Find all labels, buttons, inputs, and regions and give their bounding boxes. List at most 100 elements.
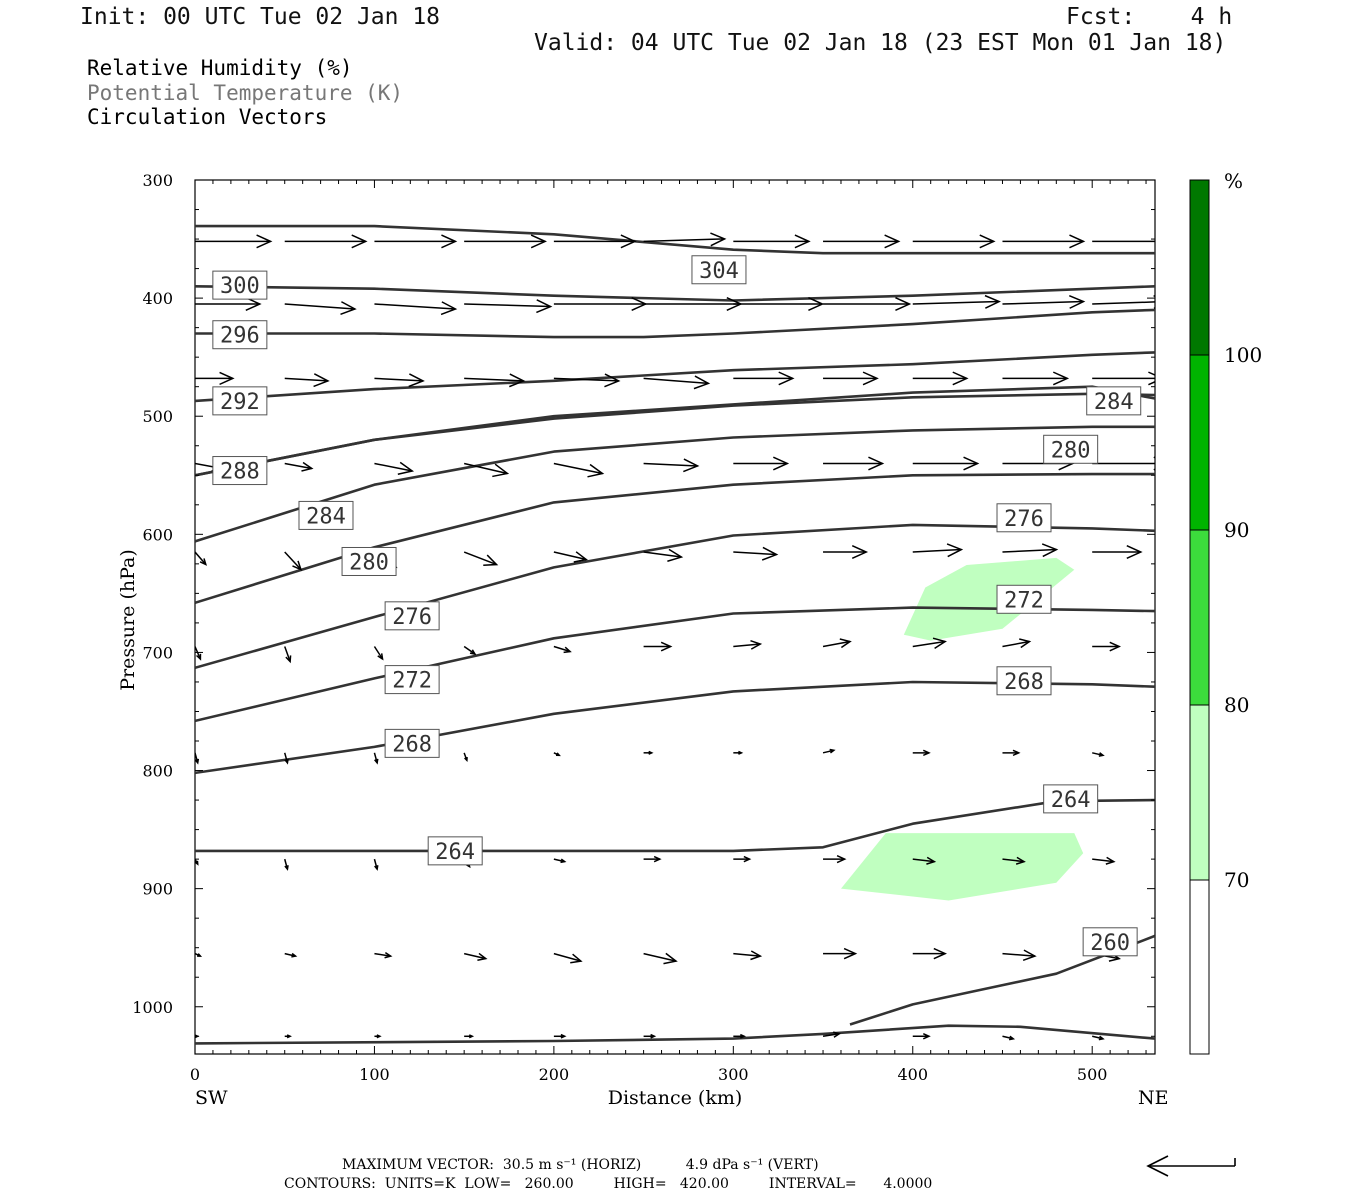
vector-arrow-p785-x100 (373, 752, 379, 765)
vector-arrow-p1025-x450 (1002, 1035, 1016, 1041)
vector-arrow-p615-x500 (1092, 545, 1143, 560)
theta-contour-260-17 (849, 934, 1155, 1026)
vector-arrow-p405-x500 (1092, 294, 1155, 309)
contour-label-box-14 (384, 728, 440, 758)
vector-arrow-p540-x250 (643, 458, 700, 473)
vector-arrow-p405-x100 (374, 301, 458, 316)
vector-arrow-p695-x100 (373, 646, 384, 661)
vector-arrow-p615-x450 (1002, 543, 1059, 558)
colorbar-label-80: 80 (1224, 693, 1249, 717)
vector-arrow-p785-x0 (195, 752, 200, 765)
vector-arrow-p615-x400 (912, 543, 964, 558)
contour-label-box-4 (1086, 386, 1142, 416)
colorbar-label-90: 90 (1224, 518, 1249, 542)
valid-time: Valid: 04 UTC Tue 02 Jan 18 (23 EST Mon … (534, 30, 1227, 56)
rh-shading (841, 557, 1084, 901)
vector-arrow-p875-x50 (283, 858, 289, 871)
vector-arrow-p468-x100 (374, 373, 425, 388)
vector-arrow-p540-x150 (463, 462, 510, 478)
vector-arrow-p875-x450 (1002, 856, 1026, 865)
x-axis-label: Distance (km) (608, 1087, 743, 1109)
circulation-vectors (195, 232, 1155, 1041)
reference-vector-arrow (1146, 1155, 1236, 1177)
vector-arrow-p352-x300 (733, 234, 811, 249)
vector-arrow-p405-x200 (553, 297, 648, 311)
vector-arrow-p352-x150 (464, 234, 547, 249)
contour-label-box-12 (996, 666, 1052, 696)
vector-arrow-p352-x100 (374, 234, 458, 249)
contour-label-296-2: 296 (220, 324, 260, 349)
theta-contour-268-14 (195, 680, 1155, 775)
vector-arrow-p615-x0 (195, 551, 207, 566)
vector-arrow-p468-x300 (733, 371, 795, 386)
vector-arrow-p540-x200 (553, 462, 605, 478)
y-tick-label-300: 300 (142, 171, 173, 190)
theta-contour-296-2 (195, 308, 1155, 339)
vector-arrow-p468-x450 (1002, 371, 1070, 386)
vector-arrow-p695-x150 (463, 645, 477, 656)
contour-label-box-0 (691, 255, 747, 285)
vector-arrow-p468-x500 (1092, 371, 1155, 386)
vector-arrow-p695-x250 (643, 641, 673, 652)
contour-label-box-1 (212, 270, 268, 300)
vector-arrow-p1025-x350 (822, 1031, 842, 1038)
vector-arrow-p1025-x400 (912, 1033, 931, 1040)
vector-arrow-p955-x350 (823, 947, 858, 960)
vector-arrow-p785-x50 (283, 752, 289, 765)
contour-label-box-8 (996, 503, 1052, 533)
vector-arrow-p352-x350 (823, 234, 901, 249)
vector-arrow-p1025-x200 (553, 1033, 567, 1039)
vector-arrow-p955-x450 (1002, 949, 1037, 962)
vector-arrow-p468-x200 (553, 373, 621, 388)
vector-arrow-p352-x200 (553, 234, 637, 249)
vector-arrow-p785-x400 (912, 749, 931, 757)
contour-label-260-17: 260 (1090, 931, 1130, 956)
axes: 300 400 500 600 700 800 900 1000 0 100 200 300 400 50… (132, 171, 1155, 1084)
contour-label-284-4: 284 (1094, 390, 1134, 415)
vector-arrow-p352-x0 (195, 234, 273, 249)
contour-label-box-10 (996, 584, 1052, 614)
vector-arrow-p615-x350 (823, 545, 869, 560)
theta-contour-292-3 (195, 351, 1155, 403)
colorbar-unit: % (1224, 169, 1243, 193)
vector-arrow-p955-x50 (284, 952, 298, 958)
contours-note: CONTOURS: UNITS=K LOW= 260.00 HIGH= 420.… (284, 1176, 933, 1192)
vector-arrow-p1025-x300 (733, 1033, 746, 1039)
x-tick-label-300: 300 (718, 1065, 749, 1084)
y-axis-label: Pressure (hPa) (117, 549, 139, 691)
vector-arrow-p695-x50 (284, 646, 292, 664)
legend-rh: Relative Humidity (%) (87, 56, 353, 80)
vector-arrow-p875-x350 (823, 855, 847, 864)
vector-arrow-p468-x350 (823, 371, 879, 386)
contour-label-276-11: 276 (392, 605, 432, 630)
y-tick-label-1000: 1000 (132, 998, 173, 1017)
plot-frame (194, 179, 1156, 1055)
max-vector-note: MAXIMUM VECTOR: 30.5 m s⁻¹ (HORIZ) 4.9 d… (342, 1157, 819, 1173)
vector-arrow-p1025-x50 (284, 1034, 292, 1039)
vector-arrow-p540-x350 (823, 456, 885, 471)
vector-arrow-p875-x400 (912, 856, 937, 865)
vector-arrow-p955-x100 (374, 952, 393, 959)
colorbar-label-100: 100 (1224, 343, 1262, 367)
contour-label-box-11 (384, 601, 440, 631)
contour-label-box-6 (1043, 434, 1099, 464)
contour-label-284-7: 284 (306, 504, 346, 529)
init-time: Init: 00 UTC Tue 02 Jan 18 (80, 4, 441, 30)
y-tick-label-400: 400 (142, 289, 173, 308)
y-tick-label-800: 800 (142, 762, 173, 781)
vector-arrow-p615-x300 (733, 546, 779, 561)
vector-arrow-p405-x300 (733, 297, 825, 311)
theta-contour-284-4 (195, 385, 1155, 477)
theta-contours (195, 224, 1155, 1045)
vector-arrow-p1025-x150 (464, 1034, 475, 1039)
theta-contour-264-15 (195, 798, 1155, 853)
contour-label-box-17 (1082, 927, 1138, 957)
x-tick-label-200: 200 (539, 1065, 570, 1084)
vector-arrow-p405-x350 (823, 297, 912, 311)
vector-arrow-p695-x350 (822, 638, 852, 649)
vector-arrow-p352-x50 (284, 234, 368, 249)
contour-label-box-5 (212, 456, 268, 486)
colorbar-label-70: 70 (1224, 868, 1249, 892)
vector-arrow-p785-x350 (822, 748, 836, 754)
